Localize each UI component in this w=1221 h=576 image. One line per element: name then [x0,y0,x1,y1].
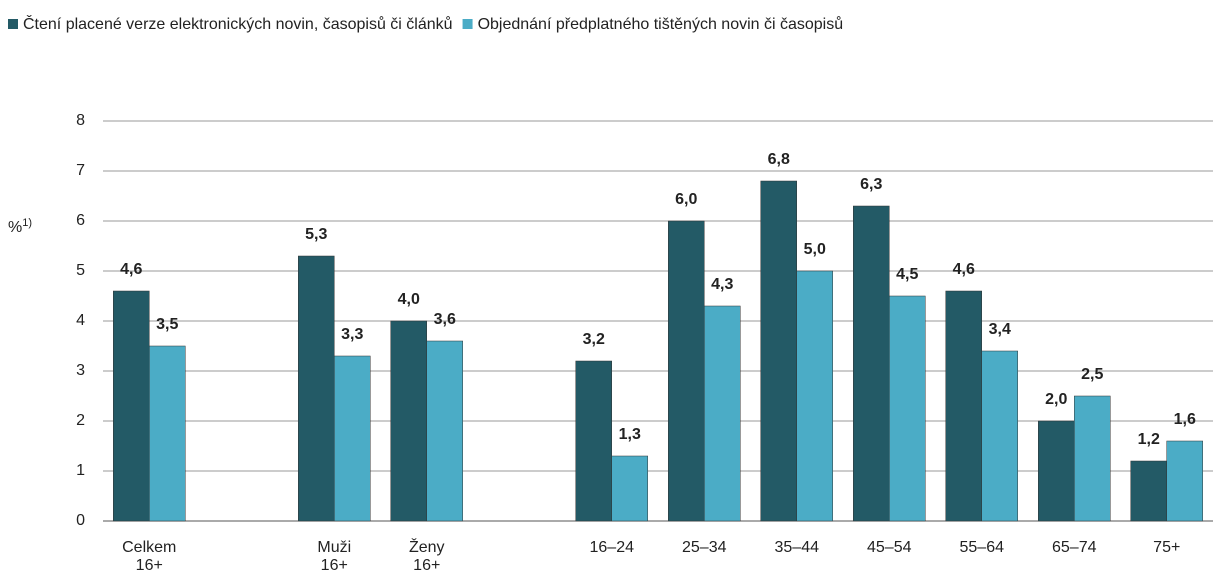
value-label: 4,0 [398,291,420,308]
bar [1166,440,1203,522]
y-tick-label: 2 [76,412,85,429]
value-label: 4,5 [896,266,918,283]
bar [113,290,150,522]
value-label: 3,6 [434,311,456,328]
x-tick-label: 45–54 [867,539,912,556]
y-tick-label: 3 [76,362,85,379]
x-tick-label: 16–24 [590,539,635,556]
bar [426,340,463,522]
legend-label: Čtení placené verze elektronických novin… [23,14,453,33]
value-label: 5,0 [804,241,826,258]
y-label: % [8,219,22,236]
bar [390,320,427,522]
bar [1074,395,1111,522]
y-tick-label: 1 [76,462,85,479]
value-label: 3,3 [341,326,363,343]
x-tick-label: 75+ [1153,539,1180,556]
x-tick-label: 25–34 [682,539,727,556]
y-tick-label: 4 [76,312,85,329]
y-tick-label: 7 [76,162,85,179]
x-tick-label: Ženy 16+ [409,537,445,574]
bar [853,205,890,522]
x-tick-label: 65–74 [1052,539,1097,556]
value-label: 1,2 [1138,431,1160,448]
bar [298,255,335,522]
bar [334,355,371,522]
bar [668,220,705,522]
bar [704,305,741,522]
value-label: 6,0 [675,191,697,208]
value-label: 1,6 [1174,411,1196,428]
legend-swatch [462,19,473,29]
value-label: 2,5 [1081,366,1103,383]
value-label: 5,3 [305,226,327,243]
y-tick-label: 0 [76,512,85,529]
bar [1038,420,1075,522]
x-tick-label: Muži 16+ [317,539,351,574]
bar [945,290,982,522]
bar [889,295,926,522]
legend-label: Objednání předplatného tištěných novin č… [478,15,844,33]
value-label: 3,5 [156,316,178,333]
bar [760,180,797,522]
x-tick-label: Celkem 16+ [122,539,176,574]
value-label: 6,3 [860,176,882,193]
bar [149,345,186,522]
value-label: 3,4 [989,321,1011,338]
x-tick-label: 55–64 [960,539,1005,556]
y-tick-label: 6 [76,212,85,229]
value-label: 2,0 [1045,391,1067,408]
x-tick-label: 35–44 [775,539,820,556]
y-axis-label: %1) [8,217,32,236]
y-label-note: 1) [22,217,32,229]
bar [1130,460,1167,522]
bar [611,455,648,522]
y-tick-label: 5 [76,262,85,279]
legend-swatch [8,19,18,29]
value-label: 6,8 [768,151,790,168]
bar [575,360,612,522]
value-label: 4,3 [711,276,733,293]
bar [981,350,1018,522]
value-label: 4,6 [120,261,142,278]
value-label: 1,3 [619,426,641,443]
y-tick-label: 8 [76,112,85,129]
value-label: 4,6 [953,261,975,278]
bar [796,270,833,522]
value-label: 3,2 [583,331,605,348]
